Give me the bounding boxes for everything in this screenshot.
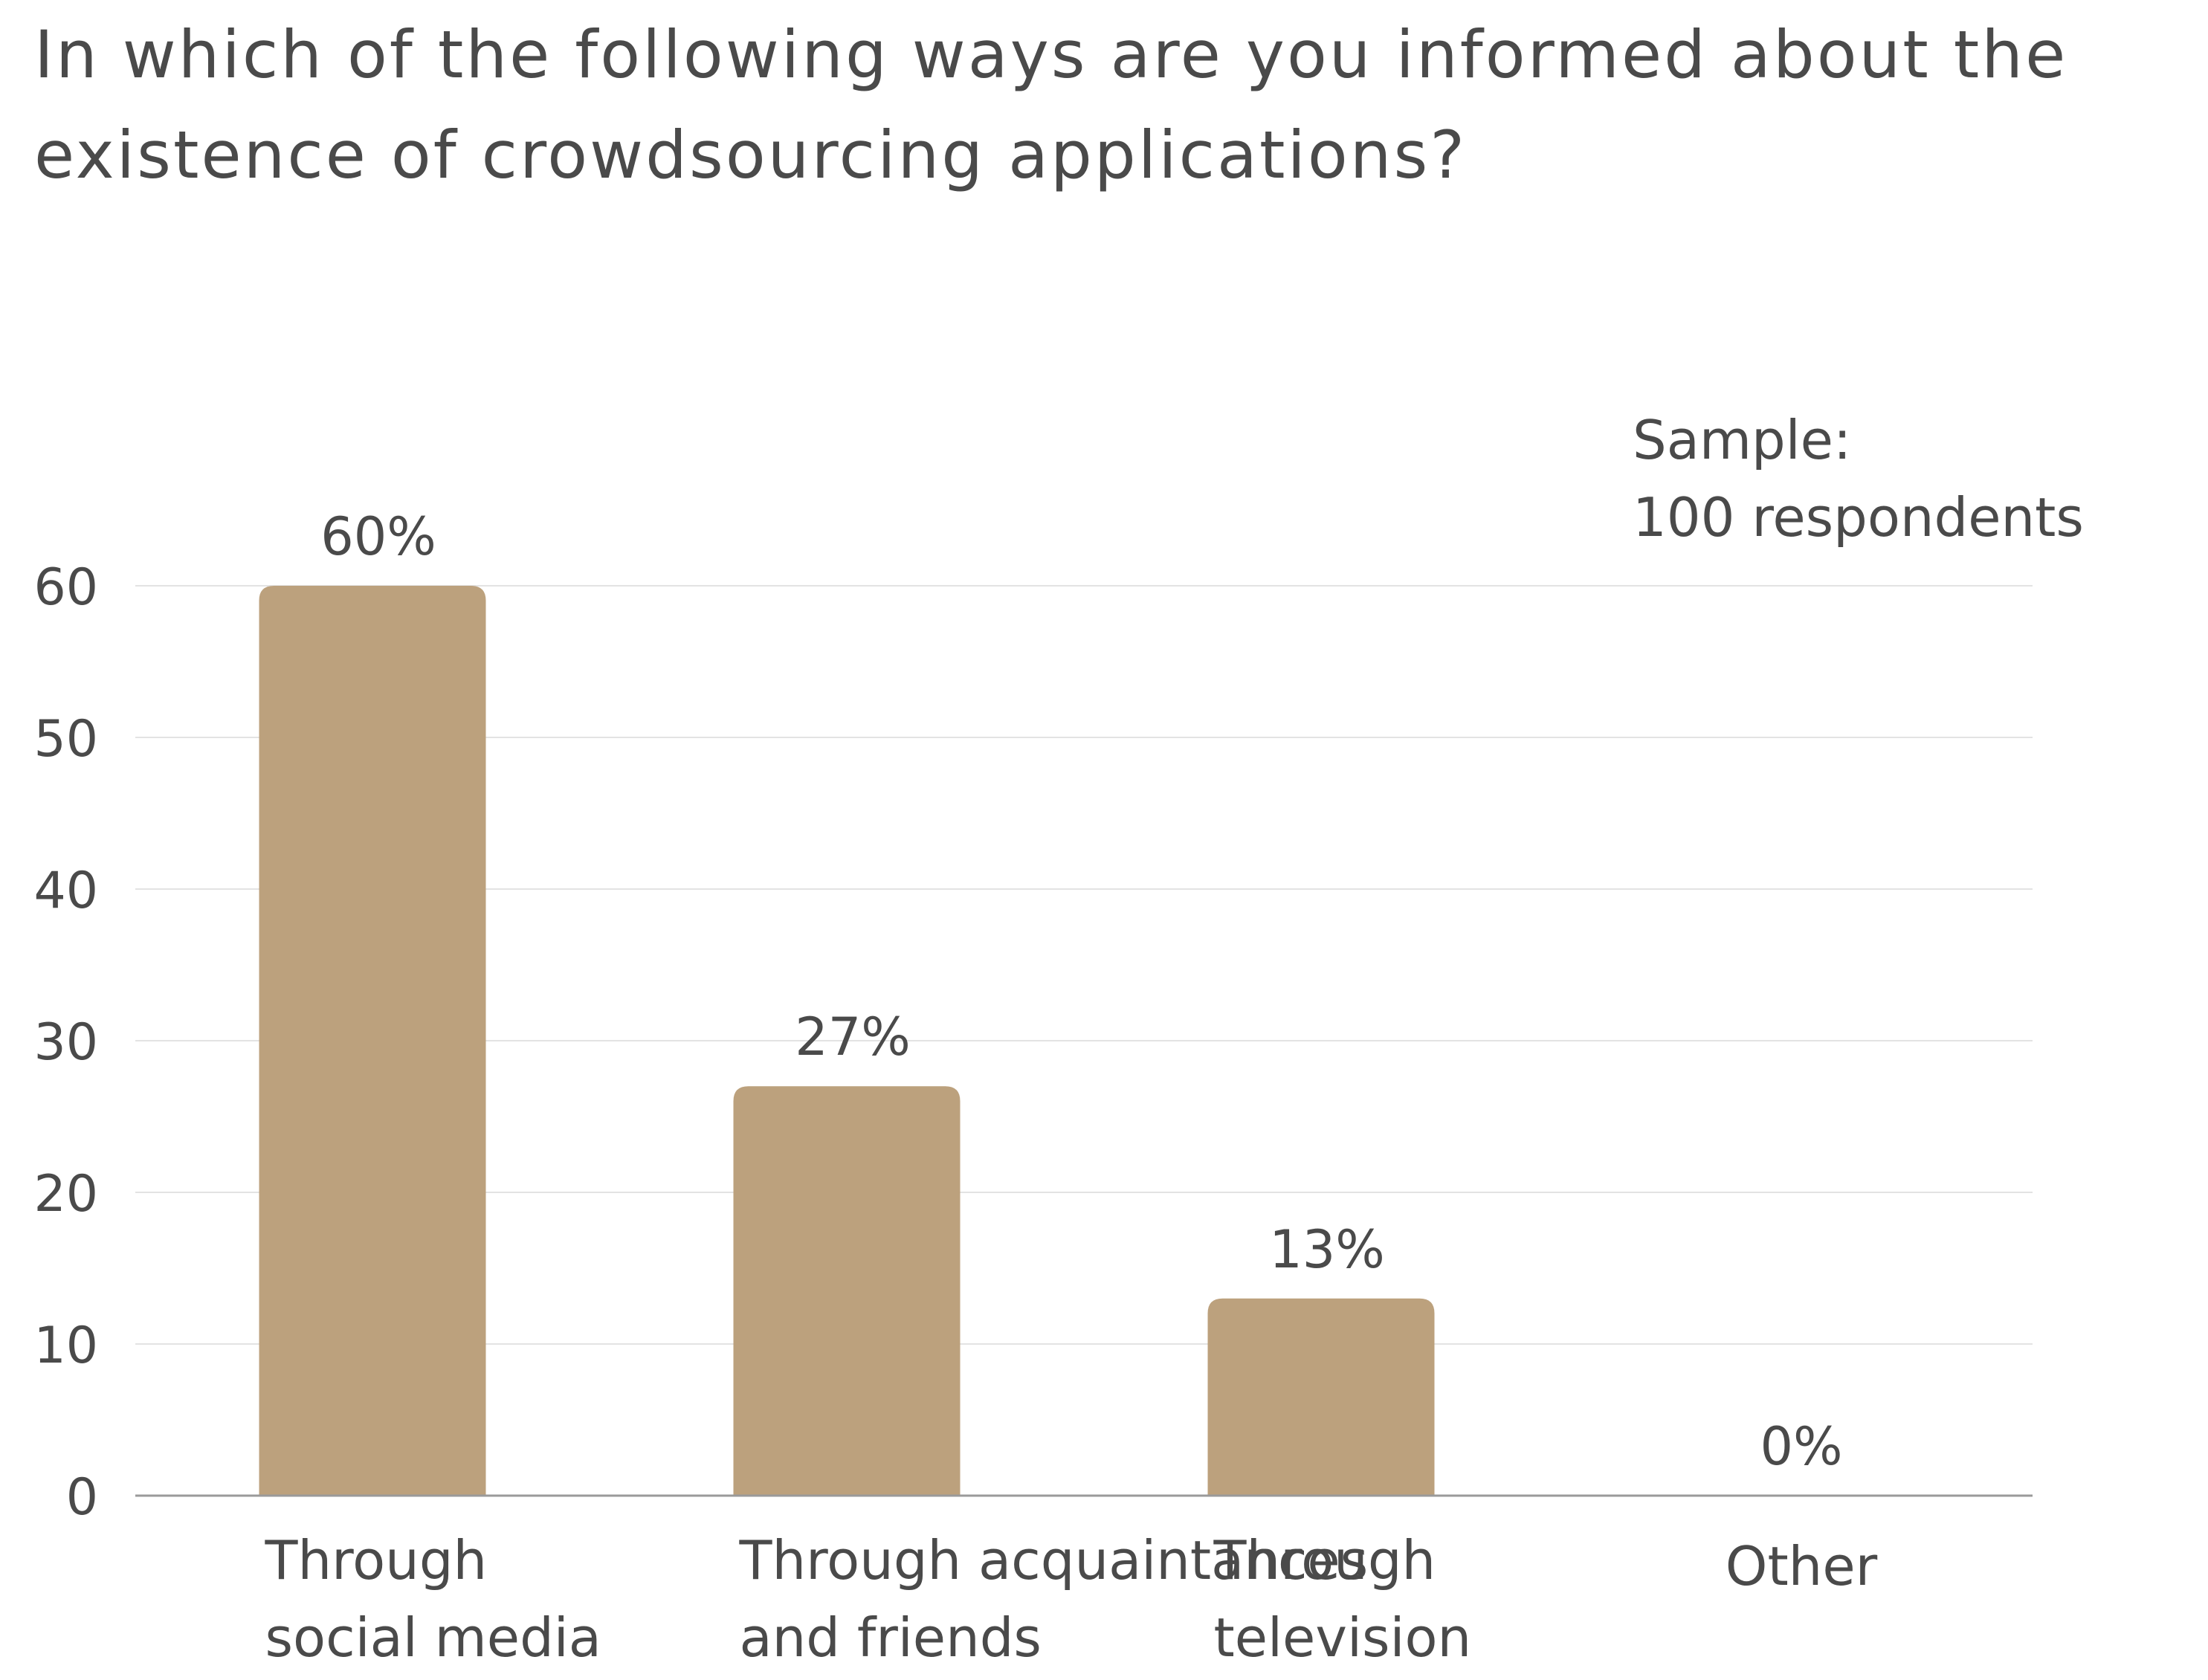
bar-1 <box>259 586 486 1496</box>
y-tick-label-20: 20 <box>33 1165 98 1224</box>
bar-3 <box>1207 1298 1435 1496</box>
y-tick-label-60: 60 <box>33 558 98 617</box>
data-label-2: 27% <box>795 1007 911 1067</box>
chart-title: In which of the following ways are you i… <box>34 4 2190 205</box>
sample-note-line-1: Sample: <box>1633 409 1852 471</box>
category-label-1-line-2: social media <box>265 1606 601 1669</box>
bars <box>259 586 1435 1496</box>
category-label-2-line-1: Through acquaintances <box>739 1529 1369 1592</box>
data-label-3: 13% <box>1269 1219 1385 1280</box>
category-label-1-line-1: Through <box>265 1529 488 1592</box>
chart-title-line-2: existence of crowdsourcing applications? <box>34 117 1468 193</box>
y-tick-label-40: 40 <box>33 862 98 920</box>
y-tick-label-10: 10 <box>33 1316 98 1375</box>
y-tick-label-50: 50 <box>33 710 98 769</box>
y-tick-label-30: 30 <box>33 1013 98 1072</box>
sample-note: Sample: 100 respondents <box>1633 401 2084 556</box>
data-label-1: 60% <box>320 506 436 567</box>
bar-2 <box>733 1086 961 1496</box>
sample-note-line-2: 100 respondents <box>1633 486 2084 549</box>
y-tick-label-0: 0 <box>66 1468 98 1527</box>
data-label-4: 0% <box>1760 1416 1842 1477</box>
category-label-2-line-2: and friends <box>740 1606 1042 1669</box>
labels: 0 10 20 30 40 50 60 60% Through social media 27% Th… <box>33 506 1877 1669</box>
category-label-3-line-2: television <box>1214 1606 1472 1669</box>
category-label-4-line-1: Other <box>1726 1535 1878 1597</box>
category-label-3-line-1: Through <box>1213 1529 1436 1592</box>
chart-title-line-1: In which of the following ways are you i… <box>34 16 2068 93</box>
